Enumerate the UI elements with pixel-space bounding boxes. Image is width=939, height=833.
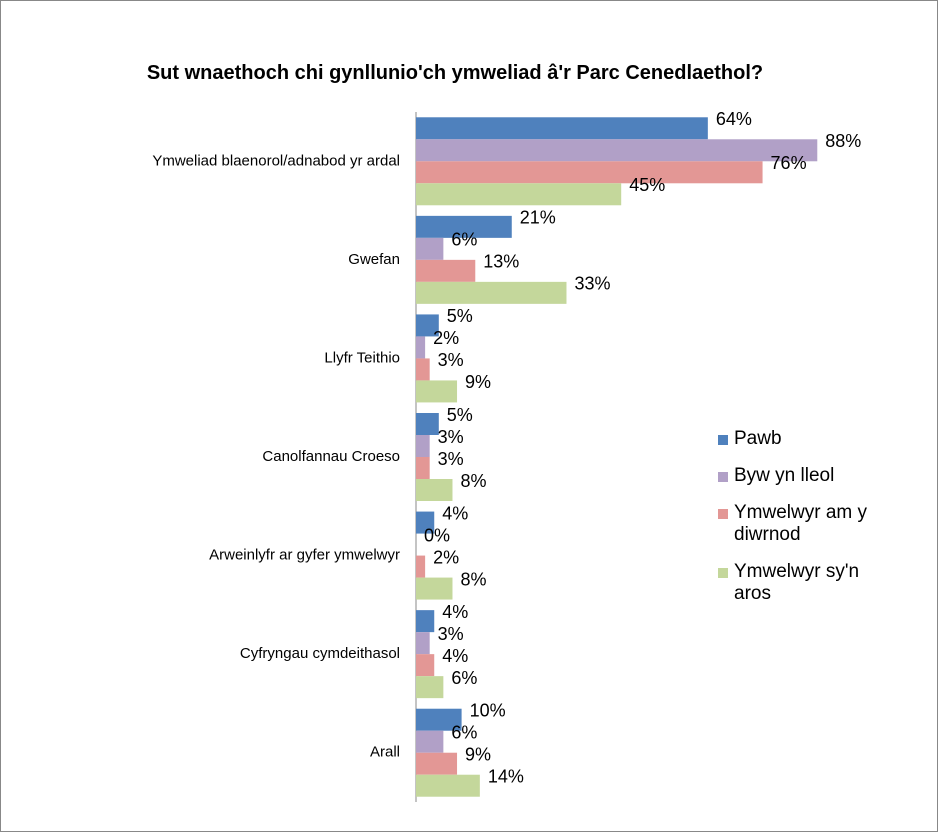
chart-title: Sut wnaethoch chi gynllunio'ch ymweliad … [146,62,764,84]
value-label: 6% [451,722,477,742]
legend-swatch [718,435,728,445]
bar [416,654,435,677]
value-label: 88% [825,131,861,151]
bar [416,117,708,140]
value-label: 8% [460,569,486,589]
category-label: Canolfannau Croeso [262,448,400,465]
category-label: Cyfryngau cymdeithasol [240,645,400,662]
bar [416,577,453,600]
category-label: Arall [370,744,400,761]
legend-swatch [718,472,728,482]
value-label: 3% [438,449,464,469]
bar [416,479,453,501]
bar [416,358,430,381]
legend-swatch [718,568,728,578]
value-label: 6% [451,230,477,250]
value-label: 3% [438,427,464,447]
category-label: Llyfr Teithio [324,349,400,366]
value-label: 13% [483,252,519,272]
legend: Pawb Byw yn lleol Ymwelwyr am y diwrnod Ymw… [718,428,888,620]
value-label: 45% [629,175,665,195]
value-label: 9% [465,372,491,392]
bar [416,183,622,206]
legend-label: Ymwelwyr sy'n aros [734,561,860,604]
category-label: Gwefan [348,251,400,268]
bar [416,281,567,304]
bar [416,752,458,775]
bar [416,314,439,337]
bar [416,457,430,479]
value-label: 4% [442,503,468,523]
bar [416,676,444,699]
legend-entry: Pawb [718,428,888,450]
value-label: 76% [771,153,807,173]
bar [416,237,444,260]
bar [416,435,430,457]
value-label: 5% [447,306,473,326]
value-label: 0% [424,525,450,545]
bar [416,161,763,184]
legend-entry: Ymwelwyr am y diwrnod [718,502,888,546]
value-label: 2% [433,328,459,348]
value-label: 5% [447,405,473,425]
value-label: 3% [438,350,464,370]
bar [416,413,439,435]
bar [416,708,462,731]
legend-label: Byw yn lleol [734,465,835,486]
legend-entry: Byw yn lleol [718,465,888,487]
bar [416,774,480,797]
value-label: 21% [520,208,556,228]
value-label: 4% [442,602,468,622]
value-label: 3% [438,624,464,644]
category-label: Arweinlyfr ar gyfer ymwelwyr [209,547,400,564]
value-label: 10% [470,700,506,720]
bar [416,632,430,655]
legend-swatch [718,509,728,519]
category-label: Ymweliad blaenorol/adnabod yr ardal [152,152,400,169]
value-label: 9% [465,744,491,764]
value-label: 4% [442,646,468,666]
bar [416,555,426,578]
bar [416,336,426,359]
bar [416,730,444,753]
legend-label: Ymwelwyr am y diwrnod [734,502,868,545]
legend-label: Pawb [734,428,782,449]
value-label: 6% [451,668,477,688]
value-label: 2% [433,547,459,567]
value-label: 64% [716,109,752,129]
legend-entry: Ymwelwyr sy'n aros [718,561,888,605]
bar [416,215,512,238]
bar [416,511,435,534]
bar [416,139,818,162]
bar [416,610,435,633]
value-label: 8% [460,471,486,491]
value-label: 14% [488,766,524,786]
value-label: 33% [574,274,610,294]
bar [416,259,476,282]
bar [416,380,458,403]
